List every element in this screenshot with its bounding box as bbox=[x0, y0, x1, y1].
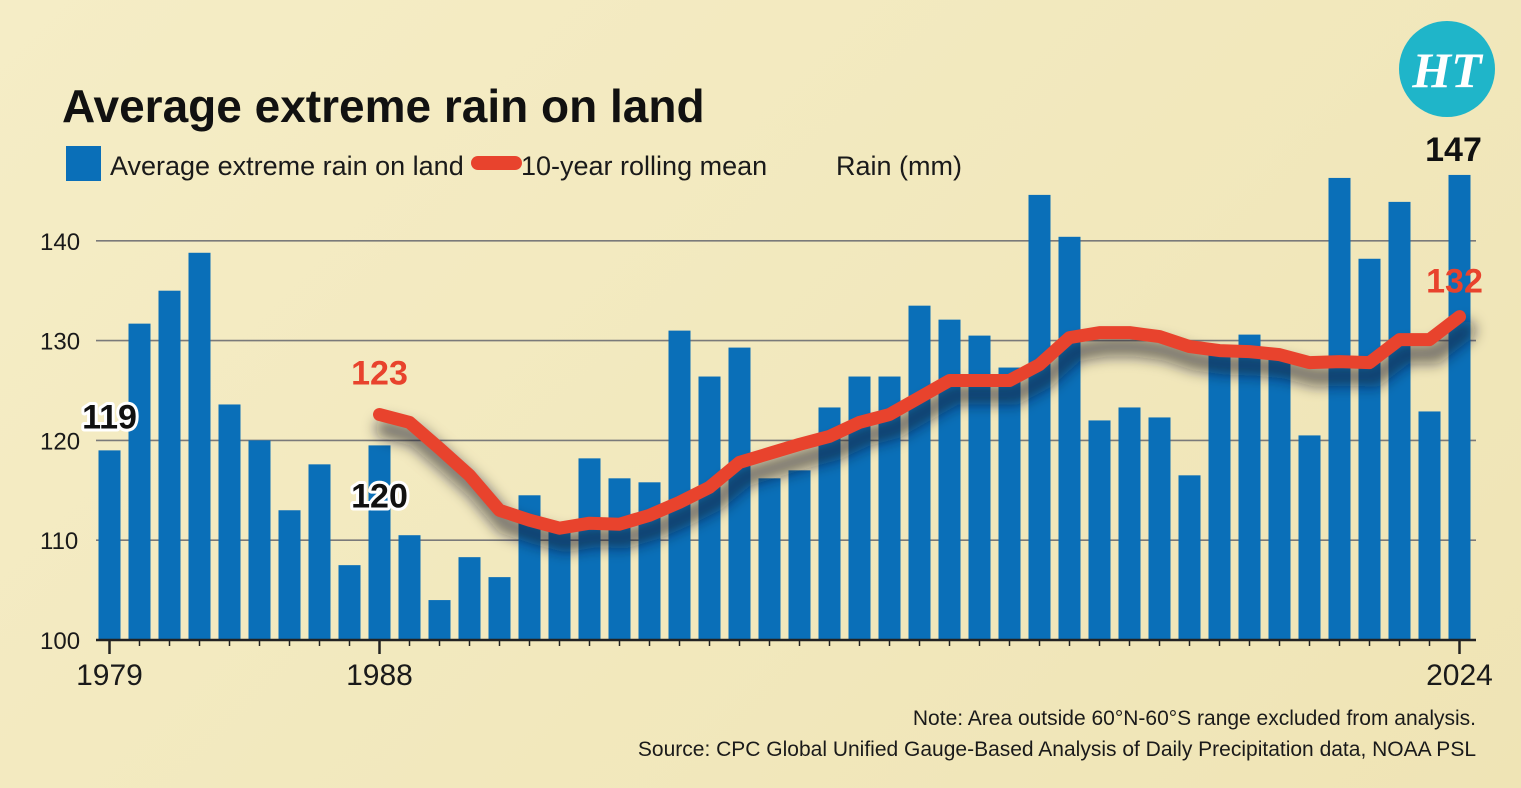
bar bbox=[1328, 177, 1351, 640]
bar bbox=[278, 510, 301, 640]
chart-title: Average extreme rain on land bbox=[62, 80, 705, 132]
data-label: 120 bbox=[351, 477, 408, 515]
bar bbox=[908, 305, 931, 640]
data-label: 119 bbox=[82, 398, 137, 436]
bar bbox=[668, 330, 691, 640]
bar bbox=[1178, 475, 1201, 640]
bar bbox=[1088, 420, 1111, 640]
bar bbox=[398, 535, 421, 640]
bar bbox=[758, 478, 781, 640]
bar bbox=[1058, 236, 1081, 641]
bar bbox=[818, 407, 841, 640]
y-tick-label: 130 bbox=[40, 329, 80, 356]
bar bbox=[1208, 355, 1231, 640]
bar bbox=[218, 404, 241, 640]
bar bbox=[1358, 258, 1381, 640]
bar bbox=[1148, 417, 1171, 640]
bar bbox=[1298, 435, 1321, 640]
x-tick-label: 2024 bbox=[1426, 659, 1493, 692]
bar bbox=[1448, 174, 1471, 640]
legend-bar-swatch bbox=[66, 146, 101, 181]
bar bbox=[1418, 411, 1441, 640]
bar bbox=[308, 464, 331, 640]
data-label: 147 bbox=[1425, 131, 1482, 169]
bar bbox=[488, 577, 511, 640]
bar bbox=[548, 527, 571, 640]
bar bbox=[608, 478, 631, 640]
bar bbox=[368, 445, 391, 640]
bar bbox=[1118, 407, 1141, 640]
logo-circle bbox=[1399, 21, 1495, 117]
legend: Average extreme rain on land 10-year rol… bbox=[66, 146, 962, 181]
bar bbox=[158, 290, 181, 640]
bar bbox=[938, 319, 961, 640]
y-tick-label: 120 bbox=[40, 428, 80, 455]
bar bbox=[428, 600, 451, 640]
y-tick-label: 110 bbox=[40, 528, 78, 555]
bar bbox=[1028, 194, 1051, 640]
bar bbox=[188, 252, 211, 640]
bar bbox=[578, 458, 601, 640]
rolling-mean-shadow bbox=[375, 320, 1476, 553]
bar bbox=[788, 470, 811, 640]
data-label: 123 bbox=[351, 354, 408, 392]
legend-bar-label: Average extreme rain on land bbox=[110, 151, 464, 181]
bar bbox=[968, 335, 991, 640]
bar bbox=[998, 367, 1021, 640]
bar bbox=[98, 450, 121, 640]
rolling-mean-line bbox=[373, 310, 1466, 535]
bar bbox=[248, 440, 271, 640]
bar bbox=[878, 376, 901, 640]
bar bbox=[1238, 334, 1261, 640]
bar bbox=[128, 323, 151, 640]
ht-logo: HT bbox=[1399, 21, 1495, 117]
note-text: Note: Area outside 60°N-60°S range exclu… bbox=[913, 707, 1476, 730]
bar bbox=[1268, 356, 1291, 640]
logo-text: HT bbox=[1411, 42, 1484, 98]
y-axis-unit-label: Rain (mm) bbox=[836, 151, 962, 181]
x-tick-label: 1988 bbox=[346, 659, 413, 692]
x-tick-label: 1979 bbox=[76, 659, 143, 692]
source-text: Source: CPC Global Unified Gauge-Based A… bbox=[638, 738, 1476, 761]
legend-line-label: 10-year rolling mean bbox=[521, 151, 767, 181]
y-tick-label: 140 bbox=[40, 229, 80, 256]
bar bbox=[338, 565, 361, 640]
y-tick-label: 100 bbox=[40, 628, 80, 655]
bar bbox=[1388, 201, 1411, 641]
bar bbox=[458, 557, 481, 640]
data-label: 132 bbox=[1426, 263, 1483, 301]
